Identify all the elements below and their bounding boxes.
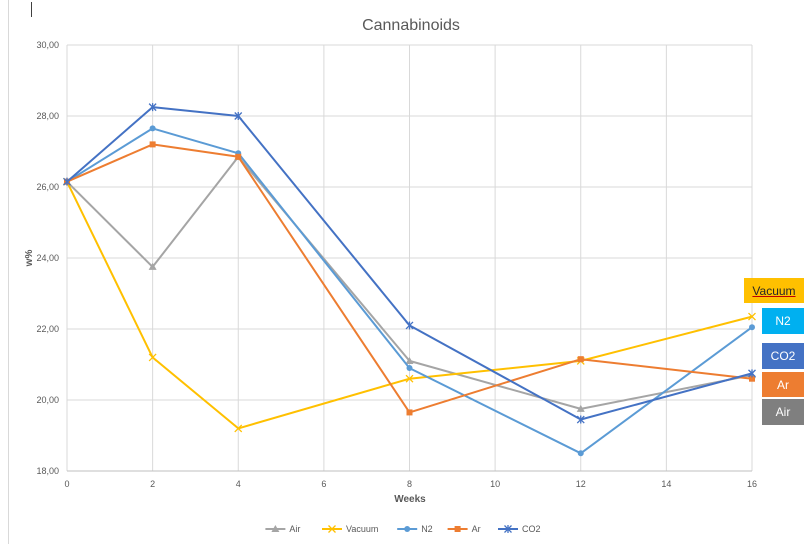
data-point-vacuum <box>148 353 157 362</box>
y-tick-label: 22,00 <box>36 324 59 334</box>
legend-marker <box>504 525 512 533</box>
legend-label: CO2 <box>522 524 541 534</box>
legend: Air Vacuum N2 Ar CO2 <box>265 524 541 534</box>
x-tick-label: 8 <box>407 479 412 489</box>
data-point-ar <box>149 141 156 148</box>
y-tick-label: 18,00 <box>36 466 59 476</box>
x-axis-title: Weeks <box>394 494 426 505</box>
end-label-co2: CO2 <box>762 343 804 369</box>
data-point-vacuum <box>748 312 756 321</box>
data-point-ar <box>406 409 413 416</box>
data-point-air <box>148 262 157 270</box>
series-line-vacuum <box>66 181 753 430</box>
data-point-co2 <box>63 177 71 186</box>
data-point-n2 <box>149 125 156 132</box>
series-group <box>63 103 756 457</box>
data-point-ar <box>235 153 242 160</box>
end-label-n2: N2 <box>762 308 804 334</box>
x-tick-label: 0 <box>64 479 69 489</box>
x-tick-label: 4 <box>236 479 241 489</box>
data-point-co2 <box>405 321 414 330</box>
data-point-air <box>405 356 414 364</box>
x-tick-label: 10 <box>490 479 500 489</box>
y-tick-label: 30,00 <box>36 40 59 50</box>
x-tick-label: 14 <box>661 479 671 489</box>
axes: 18,00 20,00 22,00 24,00 26,00 28,00 30,00 0 2 4 6 8… <box>36 40 757 489</box>
text-cursor <box>31 2 32 17</box>
series-line-co2 <box>66 106 753 421</box>
y-tick-label: 26,00 <box>36 182 59 192</box>
legend-item-n2: N2 <box>397 524 433 534</box>
data-point-vacuum <box>405 374 414 383</box>
series-co2 <box>63 103 756 424</box>
y-tick-label: 24,00 <box>36 253 59 263</box>
legend-marker <box>328 525 336 533</box>
data-point-co2 <box>748 369 756 378</box>
frame-border <box>8 0 9 544</box>
data-point-vacuum <box>234 424 243 433</box>
x-tick-label: 12 <box>576 479 586 489</box>
data-point-ar <box>749 375 755 382</box>
data-point-n2 <box>577 450 584 457</box>
end-label-vacuum: Vacuum <box>744 278 804 303</box>
x-tick-label: 2 <box>150 479 155 489</box>
y-axis-title: w% <box>24 250 35 268</box>
data-point-ar <box>577 356 584 363</box>
x-tick-label: 6 <box>321 479 326 489</box>
series-line-air <box>66 155 753 410</box>
legend-marker <box>404 526 411 532</box>
legend-marker <box>454 526 461 532</box>
y-tick-label: 20,00 <box>36 395 59 405</box>
data-point-n2 <box>749 324 755 331</box>
y-tick-label: 28,00 <box>36 111 59 121</box>
legend-item-ar: Ar <box>447 524 481 534</box>
legend-label: Air <box>289 524 300 534</box>
legend-marker <box>271 525 280 532</box>
data-point-co2 <box>234 112 243 120</box>
chart-title: Cannabinoids <box>362 17 460 34</box>
end-label-air: Air <box>762 399 804 425</box>
legend-item-vacuum: Vacuum <box>322 524 378 534</box>
data-point-n2 <box>406 365 413 372</box>
x-tick-label: 16 <box>747 479 757 489</box>
end-label-ar: Ar <box>762 372 804 397</box>
data-point-co2 <box>148 103 157 112</box>
legend-item-air: Air <box>265 524 300 534</box>
legend-label: N2 <box>421 524 433 534</box>
legend-item-co2: CO2 <box>498 524 541 534</box>
legend-label: Ar <box>472 524 481 534</box>
data-point-co2 <box>576 415 585 424</box>
series-line-n2 <box>66 127 753 455</box>
legend-label: Vacuum <box>346 524 378 534</box>
series-line-ar <box>66 143 753 414</box>
data-point-air <box>576 404 585 412</box>
